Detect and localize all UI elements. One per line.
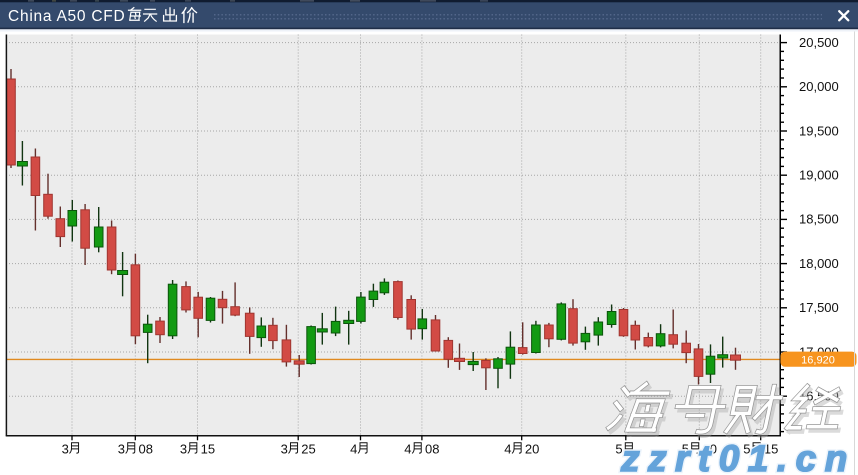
- svg-text:4: 4: [504, 442, 511, 457]
- svg-text:17,500: 17,500: [799, 300, 839, 315]
- svg-text:08: 08: [425, 442, 439, 457]
- svg-text:15: 15: [764, 442, 778, 457]
- svg-text:zzrt01.cn: zzrt01.cn: [620, 438, 856, 475]
- svg-text:16,920: 16,920: [801, 354, 835, 366]
- svg-text:4: 4: [350, 442, 357, 457]
- svg-text:10: 10: [703, 442, 717, 457]
- svg-text:25: 25: [301, 442, 315, 457]
- svg-text:3: 3: [180, 442, 187, 457]
- svg-text:China A50 CFD: China A50 CFD: [8, 8, 125, 25]
- svg-text:18,500: 18,500: [799, 212, 839, 227]
- svg-text:3: 3: [281, 442, 288, 457]
- svg-text:15: 15: [201, 442, 215, 457]
- svg-text:20: 20: [525, 442, 539, 457]
- svg-text:20,500: 20,500: [799, 35, 839, 50]
- svg-text:19,500: 19,500: [799, 123, 839, 138]
- svg-text:5: 5: [615, 442, 622, 457]
- svg-text:5: 5: [682, 442, 689, 457]
- svg-text:5: 5: [743, 442, 750, 457]
- svg-text:20,000: 20,000: [799, 79, 839, 94]
- svg-text:08: 08: [139, 442, 153, 457]
- svg-text:3: 3: [62, 442, 69, 457]
- svg-text:zzrt01.cn: zzrt01.cn: [620, 438, 856, 475]
- svg-text:19,000: 19,000: [799, 168, 839, 183]
- svg-text:4: 4: [404, 442, 411, 457]
- svg-text:18,000: 18,000: [799, 256, 839, 271]
- svg-text:3: 3: [118, 442, 125, 457]
